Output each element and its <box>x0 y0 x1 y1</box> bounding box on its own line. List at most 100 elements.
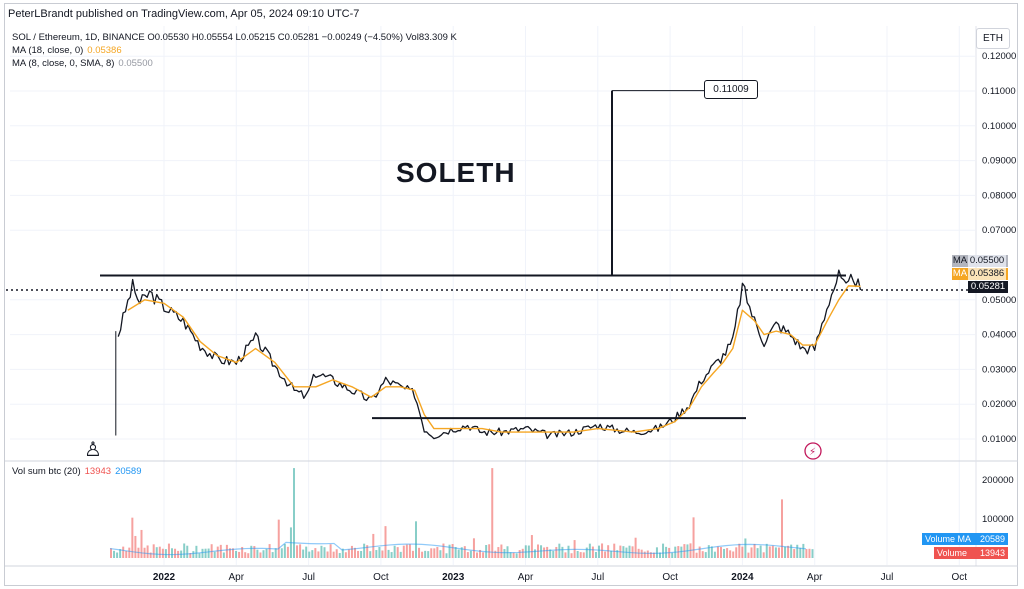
volume-bar <box>247 553 250 558</box>
volume-bar <box>363 543 366 558</box>
volume-bar <box>549 549 552 558</box>
volume-tag: Volume 13943 <box>934 547 1008 559</box>
volume-ma-tag-label: Volume MA <box>925 534 972 544</box>
volume-bar <box>250 545 253 558</box>
volume-bar <box>329 544 332 558</box>
volume-bar <box>195 545 198 558</box>
volume-bar <box>421 551 424 558</box>
volume-bar <box>768 546 771 558</box>
volume-bar <box>738 543 741 558</box>
volume-bar <box>671 552 674 558</box>
volume-bar <box>790 544 793 558</box>
ma8-legend[interactable]: MA (8, close, 0, SMA, 8) 0.05500 <box>12 58 153 69</box>
volume-bar <box>293 468 295 558</box>
volume-bar <box>802 543 805 558</box>
volume-bar <box>659 552 661 558</box>
time-tick-label: Oct <box>373 572 389 583</box>
volume-bar <box>610 550 613 558</box>
volume-bar <box>323 547 326 558</box>
volume-bar <box>707 545 710 558</box>
volume-ma-tag-value: 20589 <box>979 534 1005 544</box>
volume-bar <box>448 544 451 558</box>
time-tick-label: 2024 <box>731 572 754 583</box>
volume-bar <box>119 549 122 558</box>
volume-bar <box>244 552 247 558</box>
volume-bar <box>805 549 808 558</box>
price-tick-label: 0.04000 <box>982 330 1016 341</box>
volume-bar <box>296 545 299 558</box>
volume-bar <box>378 547 381 558</box>
ma18-label: MA (18, close, 0) <box>12 45 84 56</box>
volume-bar <box>735 547 738 558</box>
volume-bar <box>561 546 564 558</box>
volume-bar <box>784 546 787 558</box>
volume-bar <box>500 544 503 558</box>
volume-bar <box>564 552 567 558</box>
volume-bar <box>451 544 454 558</box>
volume-bar <box>781 499 783 558</box>
volume-bar <box>430 548 433 558</box>
ma18-value: 0.05386 <box>87 45 122 56</box>
volume-bar <box>427 551 430 558</box>
volume-bar <box>491 468 494 558</box>
volume-bar <box>283 544 286 558</box>
volume-bar <box>567 545 570 558</box>
time-tick-label: Apr <box>518 572 534 583</box>
time-tick-label: Oct <box>662 572 678 583</box>
symbol-legend[interactable]: SOL / Ethereum, 1D, BINANCE O0.05530 H0.… <box>12 32 457 43</box>
volume-bar <box>344 552 347 558</box>
volume-bar <box>732 551 735 558</box>
volume-bar <box>793 549 796 558</box>
volume-bar <box>518 550 521 558</box>
volume-bar <box>607 545 610 558</box>
volume-bar <box>472 538 475 558</box>
volume-bar <box>558 543 561 558</box>
volume-bar <box>259 552 262 558</box>
volume-bar <box>186 545 189 558</box>
volume-bar <box>396 547 399 558</box>
volume-bar <box>616 550 619 558</box>
volume-bar <box>140 529 143 558</box>
volume-bar <box>305 546 308 558</box>
volume-bar <box>402 545 405 558</box>
volume-bar <box>759 545 762 558</box>
last-tag-value: 0.05281 <box>970 281 1006 292</box>
volume-bar <box>277 519 280 558</box>
volume-bar <box>405 544 408 558</box>
volume-bar <box>350 545 353 558</box>
price-tick-label: 0.09000 <box>982 156 1016 167</box>
volume-legend[interactable]: Vol sum btc (20) 13943 20589 <box>12 466 141 477</box>
volume-bar <box>604 551 607 558</box>
volume-bar <box>594 551 597 558</box>
volume-bar <box>646 550 649 558</box>
price-tick-label: 0.02000 <box>982 399 1016 410</box>
volume-bar <box>756 548 759 558</box>
volume-bar <box>415 521 417 558</box>
volume-bar <box>408 544 411 558</box>
volume-tick-label: 200000 <box>982 475 1014 486</box>
volume-bar <box>476 552 478 558</box>
volume-bar <box>482 552 485 558</box>
volume-bar <box>640 549 643 558</box>
volume-ma-tag: Volume MA 20589 <box>922 533 1008 545</box>
volume-bar <box>299 544 302 558</box>
volume-bar <box>729 550 732 558</box>
volume-bar <box>387 549 390 558</box>
volume-bar <box>765 543 768 558</box>
time-tick-label: 2023 <box>442 572 465 583</box>
ma18-legend[interactable]: MA (18, close, 0) 0.05386 <box>12 45 122 56</box>
volume-bar <box>454 547 457 558</box>
volume-bar <box>238 551 241 558</box>
price-tick-label: 0.05000 <box>982 295 1016 306</box>
price-tick-label: 0.01000 <box>982 434 1016 445</box>
volume-bar <box>381 550 384 558</box>
volume-bar <box>372 533 375 558</box>
chart-frame <box>4 3 1018 586</box>
volume-bar <box>585 547 588 558</box>
volume-bar <box>375 550 378 558</box>
volume-bar <box>317 551 320 558</box>
currency-button[interactable]: ETH <box>976 28 1010 49</box>
volume-bar <box>680 546 683 558</box>
volume-bar <box>436 547 439 558</box>
